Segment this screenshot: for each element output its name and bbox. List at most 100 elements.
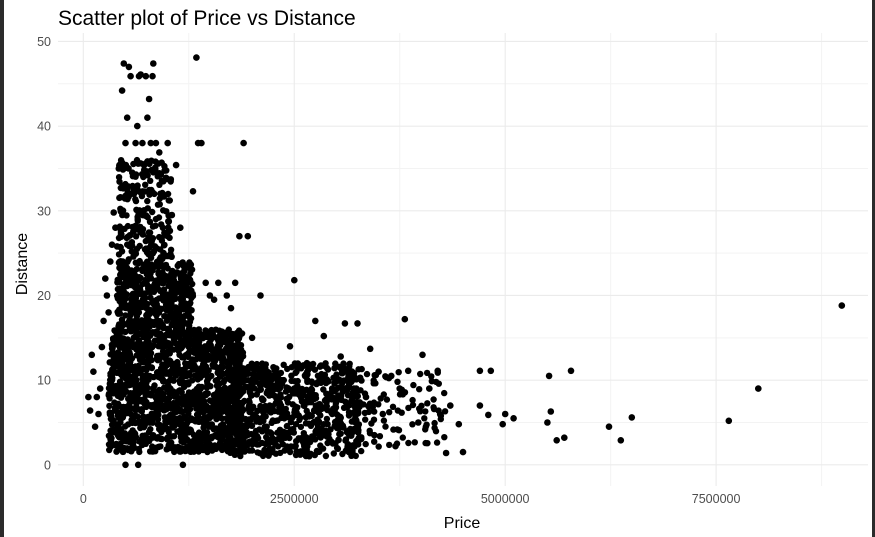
dense-point xyxy=(266,392,273,399)
dense-point xyxy=(128,248,135,255)
dense-point xyxy=(410,381,417,389)
dense-point xyxy=(129,438,136,445)
dense-point xyxy=(123,438,130,445)
dense-point xyxy=(150,342,157,349)
dense-point xyxy=(305,393,312,401)
y-tick-label: 0 xyxy=(44,458,51,472)
data-point xyxy=(299,389,307,397)
dense-point xyxy=(153,278,160,286)
dense-point xyxy=(308,385,315,393)
dense-point xyxy=(142,181,149,188)
dense-point xyxy=(174,319,181,326)
dense-point xyxy=(139,212,147,219)
dense-point xyxy=(146,309,153,317)
dense-point xyxy=(292,442,299,450)
dense-point xyxy=(311,451,318,459)
dense-point xyxy=(292,421,300,428)
dense-point xyxy=(199,393,206,401)
dense-point xyxy=(137,229,144,236)
dense-point xyxy=(117,358,125,365)
dense-point xyxy=(136,448,143,456)
data-point xyxy=(561,434,568,442)
dense-point xyxy=(106,446,113,454)
dense-point xyxy=(136,438,143,445)
dense-point xyxy=(248,430,255,438)
dense-point xyxy=(262,440,269,448)
dense-point xyxy=(203,328,210,335)
dense-point xyxy=(233,424,240,431)
dense-point xyxy=(307,422,315,429)
dense-point xyxy=(371,438,378,445)
dense-point xyxy=(156,386,163,394)
dense-point xyxy=(163,419,171,426)
data-point xyxy=(86,407,94,414)
dense-point xyxy=(138,406,145,413)
dense-point xyxy=(371,408,378,415)
data-point xyxy=(120,60,128,67)
dense-point xyxy=(122,161,130,169)
dense-point xyxy=(129,182,136,190)
dense-point xyxy=(108,343,116,350)
dense-point xyxy=(174,358,181,366)
dense-point xyxy=(152,215,160,223)
dense-point xyxy=(158,221,165,228)
dense-point xyxy=(115,174,123,181)
dense-point xyxy=(283,410,291,417)
dense-point xyxy=(433,439,441,446)
dense-point xyxy=(167,273,174,280)
dense-point xyxy=(156,406,164,413)
dense-point xyxy=(106,402,113,410)
dense-point xyxy=(383,396,391,403)
dense-point xyxy=(203,378,211,385)
data-point xyxy=(485,411,492,419)
dense-point xyxy=(133,224,141,231)
data-point xyxy=(193,54,200,61)
dense-point xyxy=(148,241,155,248)
dense-point xyxy=(422,408,429,415)
dense-point xyxy=(188,294,195,302)
dense-point xyxy=(163,351,170,358)
dense-point xyxy=(308,412,315,420)
dense-point xyxy=(114,285,122,293)
dense-point xyxy=(164,379,171,386)
data-point xyxy=(320,332,328,340)
dense-point xyxy=(258,414,266,422)
dense-point xyxy=(141,436,149,443)
dense-point xyxy=(237,452,244,460)
dense-point xyxy=(180,413,188,421)
data-point xyxy=(487,367,495,375)
dense-point xyxy=(254,434,262,442)
dense-point xyxy=(143,249,151,256)
dense-point xyxy=(144,205,151,212)
dense-point xyxy=(424,440,431,447)
data-point xyxy=(140,161,148,169)
data-point xyxy=(125,63,133,71)
dense-point xyxy=(416,405,423,412)
dense-point xyxy=(246,408,253,416)
data-point xyxy=(838,302,846,309)
dense-point xyxy=(135,160,142,167)
dense-point xyxy=(144,236,152,244)
dense-point xyxy=(140,348,147,355)
data-point xyxy=(333,398,340,405)
dense-point xyxy=(432,428,440,435)
data-point xyxy=(375,368,382,376)
dense-point xyxy=(157,443,164,450)
dense-point xyxy=(127,390,134,397)
dense-point xyxy=(127,312,134,319)
dense-point xyxy=(260,409,267,416)
dense-point xyxy=(183,436,191,443)
dense-point xyxy=(201,343,209,350)
dense-point xyxy=(139,396,146,403)
dense-point xyxy=(152,222,159,229)
data-point xyxy=(145,95,153,103)
dense-point xyxy=(114,331,121,338)
dense-point xyxy=(161,370,168,377)
dense-point xyxy=(186,318,194,325)
data-point xyxy=(265,406,273,414)
dense-point xyxy=(152,166,159,174)
data-point xyxy=(341,320,349,327)
dense-point xyxy=(117,273,125,280)
data-point xyxy=(547,408,555,415)
dense-point xyxy=(262,424,269,431)
